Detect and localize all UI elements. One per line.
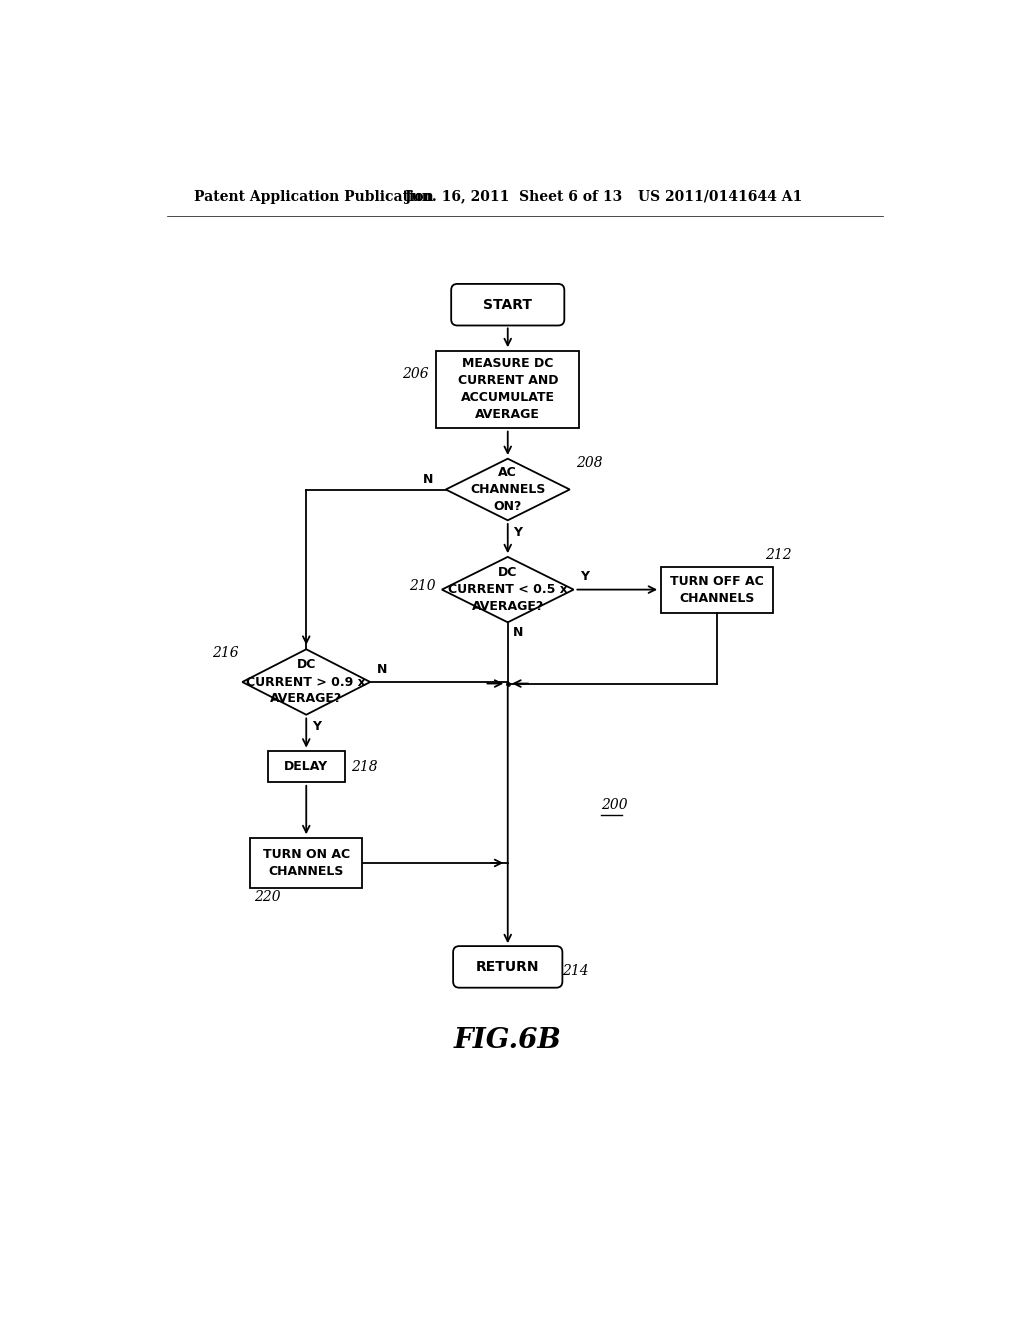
Bar [436,351,580,428]
Text: TURN ON AC
CHANNELS: TURN ON AC CHANNELS [263,847,350,878]
Text: 208: 208 [575,455,602,470]
Text: 206: 206 [401,367,428,381]
Text: Y: Y [580,570,589,583]
Text: TURN OFF AC
CHANNELS: TURN OFF AC CHANNELS [670,574,764,605]
Text: START: START [483,298,532,312]
Bar [267,751,345,781]
Text: DC
CURRENT < 0.5 x
AVERAGE?: DC CURRENT < 0.5 x AVERAGE? [447,566,567,612]
Text: DELAY: DELAY [285,760,329,774]
Text: 214: 214 [562,964,589,978]
FancyBboxPatch shape [452,284,564,326]
Text: N: N [423,474,433,486]
Text: Jun. 16, 2011  Sheet 6 of 13: Jun. 16, 2011 Sheet 6 of 13 [406,190,623,203]
Text: N: N [377,663,387,676]
Text: 210: 210 [409,578,435,593]
Text: N: N [513,626,523,639]
Text: FIG.6B: FIG.6B [454,1027,562,1053]
Polygon shape [243,649,371,714]
Polygon shape [445,459,569,520]
Text: Y: Y [513,525,522,539]
Text: DC
CURRENT > 0.9 x
AVERAGE?: DC CURRENT > 0.9 x AVERAGE? [247,659,367,705]
Polygon shape [442,557,573,622]
Text: 216: 216 [212,645,239,660]
FancyBboxPatch shape [453,946,562,987]
Text: Patent Application Publication: Patent Application Publication [194,190,433,203]
Bar [250,838,362,888]
Text: AC
CHANNELS
ON?: AC CHANNELS ON? [470,466,546,513]
Text: Y: Y [311,721,321,733]
Text: 218: 218 [351,760,378,774]
Text: MEASURE DC
CURRENT AND
ACCUMULATE
AVERAGE: MEASURE DC CURRENT AND ACCUMULATE AVERAG… [458,358,558,421]
Text: 220: 220 [254,890,281,904]
Text: 212: 212 [765,548,792,562]
Text: RETURN: RETURN [476,960,540,974]
Text: US 2011/0141644 A1: US 2011/0141644 A1 [638,190,802,203]
Text: 200: 200 [601,799,628,812]
Bar [660,566,773,612]
